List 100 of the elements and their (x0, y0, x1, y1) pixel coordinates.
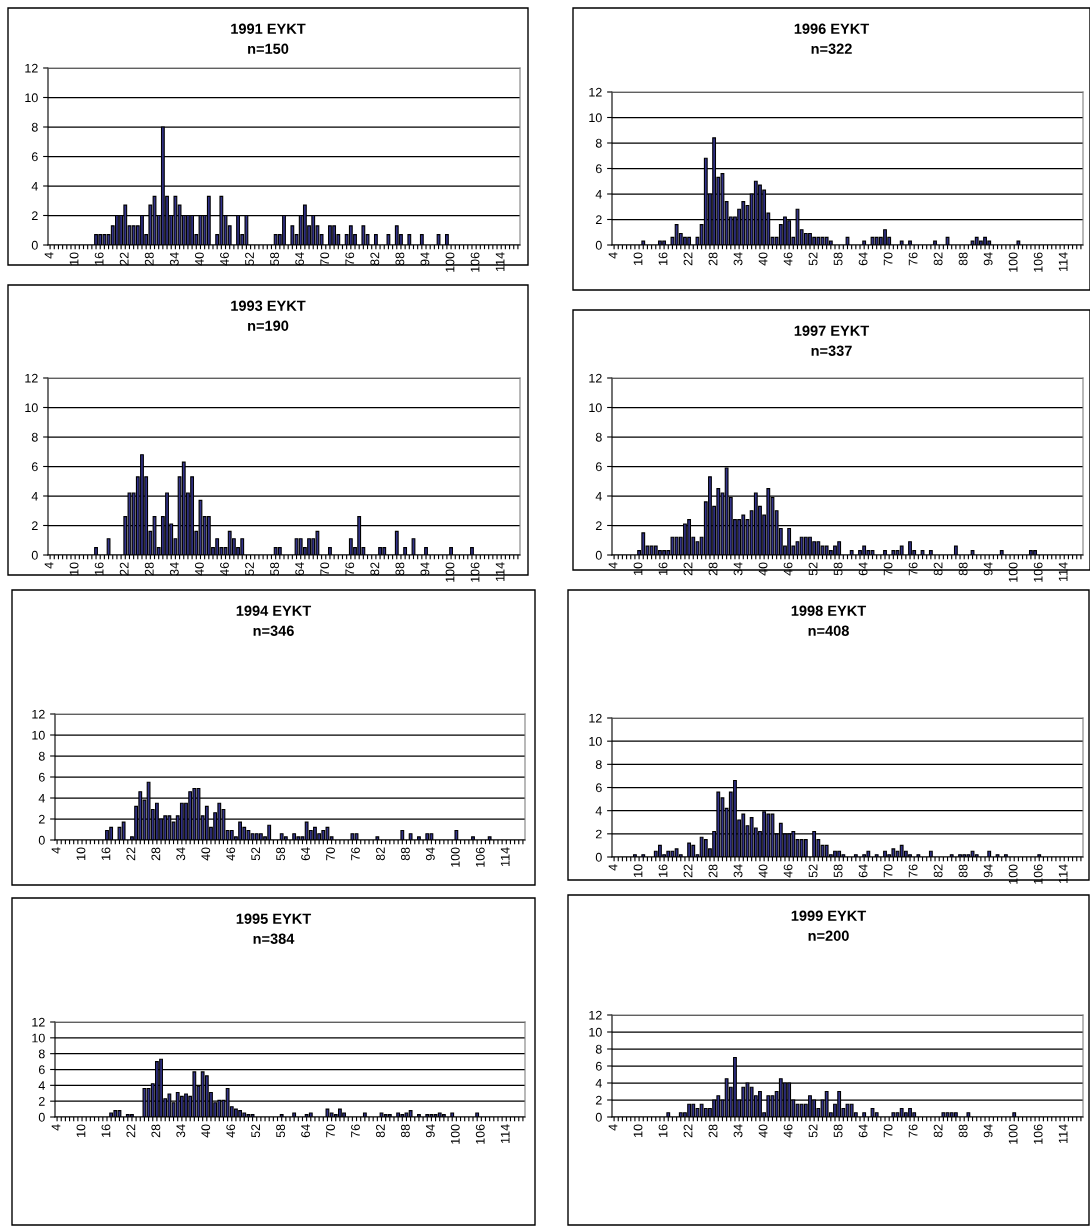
x-tick-label: 10 (69, 252, 79, 265)
y-tick-label: 8 (595, 760, 602, 769)
x-tick-label: 82 (376, 1124, 385, 1138)
y-tick-label: 0 (595, 852, 602, 862)
x-tick-label: 82 (933, 562, 943, 576)
y-tick-label: 2 (595, 1095, 602, 1105)
x-tick-label: 114 (1058, 1124, 1068, 1143)
x-tick-label: 34 (733, 864, 743, 878)
x-tick-label: 100 (450, 847, 460, 867)
x-tick-label: 70 (883, 1124, 893, 1138)
x-tick-label: 28 (708, 864, 718, 878)
x-tick-label: 40 (758, 562, 768, 576)
y-tick-label: 2 (31, 211, 38, 221)
y-tick-label: 4 (31, 491, 38, 501)
y-tick-label: 10 (589, 403, 602, 413)
x-tick-label: 22 (683, 864, 693, 878)
y-tick-label: 6 (38, 1065, 45, 1075)
x-tick-label: 22 (683, 562, 693, 576)
x-tick-label: 52 (808, 1124, 818, 1138)
chart-subtitle: n=190 (248, 320, 289, 331)
chart-subtitle: n=346 (253, 625, 294, 636)
chart-subtitle: n=384 (253, 933, 295, 944)
x-tick-label: 76 (908, 864, 918, 878)
x-tick-label: 4 (608, 864, 618, 871)
x-tick-label: 64 (858, 562, 868, 576)
x-tick-label: 88 (400, 847, 410, 861)
y-tick-label: 12 (25, 63, 38, 73)
x-tick-label: 114 (1058, 252, 1068, 271)
chart-title: 1994 EYKT (236, 605, 312, 616)
x-tick-label: 4 (44, 252, 54, 259)
x-tick-label: 58 (833, 252, 843, 266)
chart-title: 1999 EYKT (791, 910, 867, 921)
y-tick-label: 10 (589, 113, 602, 123)
y-tick-label: 2 (595, 521, 602, 531)
x-tick-label: 64 (295, 252, 305, 266)
y-tick-label: 0 (595, 550, 602, 560)
y-tick-label: 2 (38, 814, 45, 824)
y-tick-label: 12 (32, 709, 45, 719)
x-tick-label: 10 (76, 847, 86, 860)
x-tick-label: 40 (201, 1124, 211, 1138)
y-tick-label: 10 (25, 93, 38, 103)
x-tick-label: 4 (608, 1124, 618, 1131)
x-tick-label: 76 (351, 1124, 360, 1138)
x-tick-label: 100 (445, 252, 455, 272)
x-tick-label: 52 (251, 847, 261, 861)
x-tick-label: 114 (495, 562, 505, 581)
x-tick-label: 58 (270, 562, 279, 576)
x-tick-label: 10 (633, 562, 643, 575)
x-tick-label: 82 (370, 252, 380, 266)
x-tick-label: 28 (144, 562, 154, 576)
chart-title: 1998 EYKT (791, 605, 867, 616)
x-tick-label: 4 (44, 562, 54, 569)
x-tick-label: 46 (783, 562, 793, 576)
y-tick-label: 4 (595, 806, 602, 816)
x-tick-label: 16 (94, 252, 104, 265)
x-tick-label: 52 (251, 1124, 261, 1138)
x-tick-label: 28 (708, 562, 718, 576)
y-tick-label: 10 (32, 1033, 45, 1043)
x-tick-label: 94 (983, 252, 993, 266)
y-tick-label: 0 (595, 240, 602, 250)
x-tick-label: 106 (1033, 252, 1043, 272)
x-tick-label: 4 (608, 252, 618, 259)
y-tick-label: 8 (38, 1049, 45, 1059)
x-tick-label: 52 (245, 562, 254, 576)
x-tick-label: 88 (395, 562, 405, 576)
x-tick-label: 46 (220, 252, 229, 266)
y-tick-label: 4 (38, 793, 45, 803)
x-tick-label: 106 (1033, 562, 1043, 582)
x-tick-label: 76 (908, 562, 918, 576)
x-tick-label: 52 (245, 252, 254, 266)
x-tick-label: 34 (169, 562, 179, 576)
chart-title: 1993 EYKT (231, 300, 306, 311)
x-tick-label: 114 (500, 847, 510, 866)
x-tick-label: 58 (833, 1124, 843, 1138)
y-tick-label: 2 (31, 521, 38, 531)
x-tick-label: 64 (858, 1124, 868, 1138)
y-tick-label: 12 (25, 373, 38, 383)
x-tick-label: 114 (1058, 562, 1068, 581)
x-tick-label: 88 (395, 252, 405, 266)
x-tick-label: 70 (883, 562, 893, 576)
y-tick-label: 12 (589, 87, 602, 97)
x-tick-label: 58 (270, 252, 279, 266)
x-tick-label: 100 (1008, 252, 1018, 272)
x-tick-label: 16 (658, 562, 668, 575)
chart-subtitle: n=200 (808, 930, 849, 941)
x-tick-label: 46 (226, 847, 236, 861)
x-tick-label: 16 (94, 562, 104, 575)
x-tick-label: 76 (345, 252, 355, 266)
x-tick-label: 58 (833, 562, 843, 576)
x-tick-label: 94 (425, 1124, 435, 1138)
x-tick-label: 70 (320, 562, 330, 576)
y-tick-label: 4 (31, 181, 38, 191)
x-tick-label: 64 (858, 252, 868, 266)
x-tick-label: 88 (958, 864, 968, 878)
y-tick-label: 8 (38, 751, 45, 761)
x-tick-label: 82 (370, 562, 380, 576)
x-tick-label: 82 (933, 864, 943, 878)
x-tick-label: 46 (783, 1124, 793, 1138)
x-tick-label: 34 (176, 847, 186, 861)
x-tick-label: 76 (345, 562, 355, 576)
